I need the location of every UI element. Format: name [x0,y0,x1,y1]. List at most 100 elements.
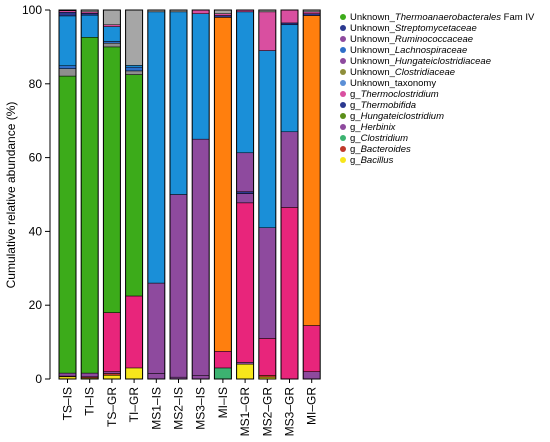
legend-entry: g_Bacillus [350,155,394,166]
legend-entry: g_Herbinix [350,122,397,133]
bar-segment [258,50,277,228]
legend-entry: g_Bacteroides [350,144,411,155]
bar-segment [258,11,277,51]
bar-segment [236,363,254,380]
y-tick-label: 0 [35,372,42,386]
bar-segment [103,26,121,42]
bar-segment [214,15,232,18]
y-axis: 0 20 40 60 80 100 [22,3,51,386]
bar-segment [236,152,254,192]
legend-marker [340,69,346,75]
bar-segment [214,367,232,380]
legend-marker [340,58,346,64]
x-tick-label: TI–GR [127,387,141,423]
legend: Unknown_Thermoanaerobacterales Fam IVUnk… [340,12,535,166]
x-tick-label: TS–GR [105,387,119,427]
bar-segment [58,68,77,77]
bar-segment [191,13,210,140]
bar-segment [125,367,143,380]
bar-segment [103,24,121,27]
bar-segment [302,15,321,326]
bar-segment [103,46,121,313]
bar-segment [103,375,121,380]
bar-segment [125,74,143,297]
x-tick-label: MS1–IS [149,387,163,430]
legend-marker [340,47,346,53]
bar-segment [236,202,254,363]
y-tick-label: 80 [29,77,43,91]
bar-segment [214,351,232,369]
x-tick-label: TS–IS [61,387,75,420]
bar-segment [58,75,77,374]
bar-segment [125,65,143,68]
x-tick-label: MI–GR [305,387,319,425]
legend-marker [340,124,346,130]
bar-segment [302,325,321,372]
bar-segment [302,11,321,14]
legend-marker [340,157,346,163]
y-tick-label: 100 [22,3,42,17]
bar-segment [58,11,77,17]
y-tick-label: 20 [29,298,43,312]
legend-marker [340,14,346,20]
legend-marker [340,25,346,31]
bar-segment [236,362,254,365]
x-tick-label: MS1–GR [238,387,252,437]
bar-segment [80,37,99,374]
legend-entry: g_Hungateiclostridium [350,111,444,122]
bar-segment [103,9,121,26]
legend-entry: g_Clostridium [350,133,408,144]
bar-segment [169,194,188,378]
bars-group [58,9,321,380]
legend-marker [340,113,346,119]
bar-segment [125,66,143,72]
bar-segment [214,17,232,352]
legend-entry: Unknown_Clostridiaceae [350,67,455,78]
bar-segment [58,372,77,377]
legend-marker [340,36,346,42]
bar-segment [125,9,143,66]
legend-entry: Unknown_Ruminococcaceae [350,34,473,45]
legend-entry: g_Thermobifida [350,100,416,111]
bar-segment [191,138,210,376]
x-tick-label: MS3–IS [194,387,208,430]
x-tick-label: TI–IS [83,387,97,416]
legend-entry: Unknown_Streptomycetaceae [350,23,477,34]
legend-entry: Unknown_Hungateiclostridiaceae [350,56,491,67]
bar-segment [258,338,277,376]
bar-segment [80,13,99,16]
bar-segment [125,295,143,369]
bar-segment [125,70,143,75]
bar-segment [214,9,232,14]
x-tick-label: MS2–IS [172,387,186,430]
legend-entry: Unknown_taxonomy [350,78,436,89]
bar-segment [103,371,121,374]
bar-segment [280,131,299,208]
legend-marker [340,91,346,97]
legend-marker [340,146,346,152]
bar-segment [280,9,299,24]
bar-segment [80,372,99,378]
y-tick-label: 40 [29,224,43,238]
x-tick-label: MS3–GR [283,387,297,437]
legend-entry: g_Thermoclostridium [350,89,439,100]
bar-segment [191,375,210,380]
bar-segment [147,11,166,284]
bar-segment [103,41,121,44]
bar-segment [214,13,232,16]
bar-segment [147,282,166,374]
legend-marker [340,102,346,108]
bar-segment [103,373,121,376]
x-axis-labels: TS–IS TI–IS TS–GR TI–GR MS1–IS MS2–IS MS3–IS MI… [61,379,319,436]
y-axis-title: Cumulative relative abundance (%) [4,102,18,289]
bar-segment [302,371,321,380]
bar-segment [103,312,121,372]
bar-segment [103,42,121,48]
bar-segment [236,11,254,154]
bar-segment [280,24,299,133]
legend-entry: Unknown_Lachnospiraceae [350,45,467,56]
bar-segment [191,9,210,14]
bar-segment [258,227,277,339]
bar-segment [236,193,254,204]
